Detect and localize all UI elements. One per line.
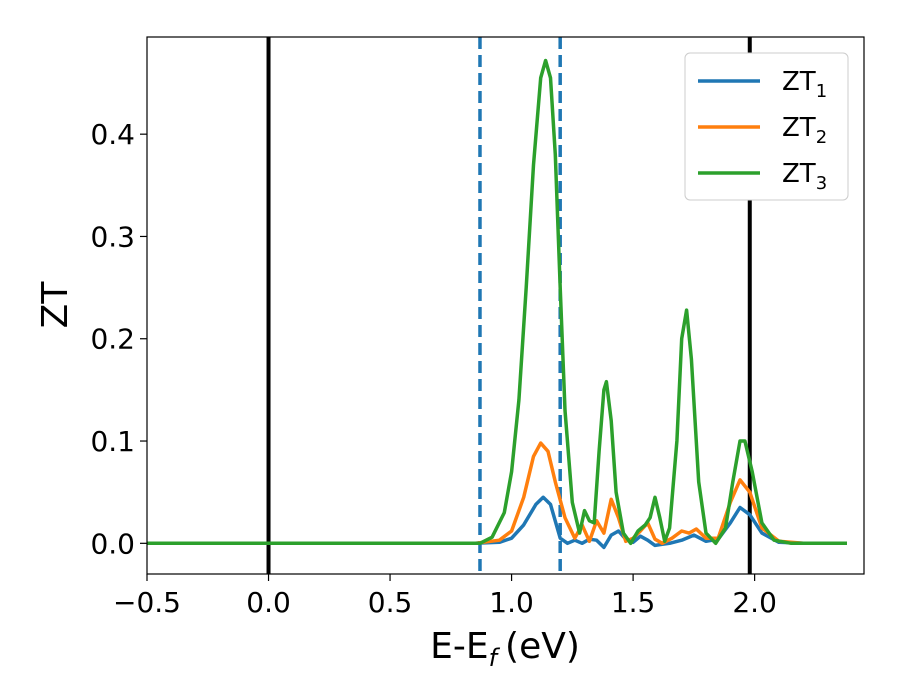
x-tick-label: 2.0 — [732, 586, 777, 619]
x-axis-label: E-Ef (eV) — [430, 626, 580, 672]
x-axis-label-main: E-E — [430, 626, 488, 667]
y-tick-label: 0.2 — [90, 323, 135, 356]
x-tick-label: 0.0 — [246, 586, 291, 619]
legend-label-1: ZT1 — [782, 67, 827, 102]
legend-label-2: ZT2 — [782, 113, 827, 148]
x-axis-ticks: −0.5 0.0 0.5 1.0 1.5 2.0 — [113, 574, 777, 619]
legend: ZT1 ZT2 ZT3 — [684, 52, 849, 201]
series-layer — [147, 58, 847, 550]
x-tick-label: −0.5 — [113, 586, 181, 619]
series-line-3 — [147, 58, 847, 546]
legend-label-3: ZT3 — [782, 159, 827, 194]
y-axis-label: ZT — [35, 281, 76, 329]
x-tick-label: 1.5 — [611, 586, 656, 619]
y-tick-label: 0.4 — [90, 118, 135, 151]
x-tick-label: 0.5 — [368, 586, 413, 619]
x-axis-label-subscript: f — [489, 644, 501, 672]
y-tick-label: 0.0 — [90, 527, 135, 560]
x-tick-label: 1.0 — [489, 586, 534, 619]
plot-frame — [146, 36, 865, 575]
y-tick-label: 0.3 — [90, 220, 135, 253]
y-tick-label: 0.1 — [90, 425, 135, 458]
x-axis-label-unit: (eV) — [505, 626, 580, 667]
legend-box — [684, 52, 849, 201]
y-axis-ticks: 0.0 0.1 0.2 0.3 0.4 — [90, 118, 147, 560]
